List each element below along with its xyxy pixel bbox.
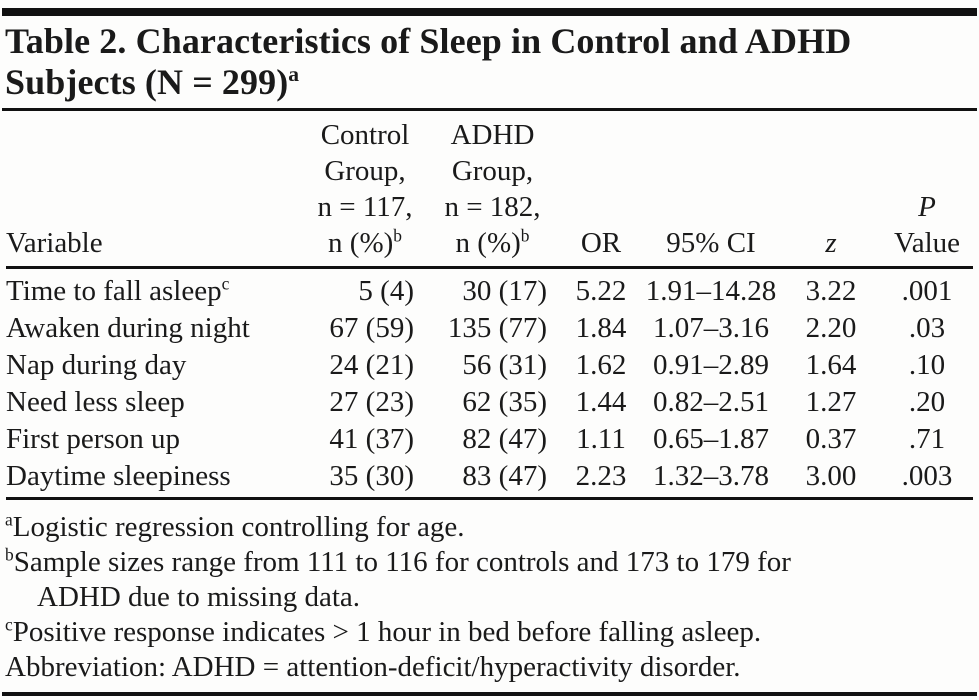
footnote-b: bSample sizes range from 111 to 116 for … (5, 545, 971, 615)
cell-control: 27 (23) (329, 386, 414, 418)
footnote-b-line1: bSample sizes range from 111 to 116 for … (5, 544, 791, 578)
column-header-control-group: Control Group, n = 117, n (%)b (306, 111, 424, 269)
table-body: Time to fall asleepc 5 (4) 30 (17) 5.22 … (6, 268, 973, 499)
cell-control: 35 (30) (329, 460, 414, 492)
cell-or: 1.44 (575, 386, 627, 418)
cell-z: 3.22 (805, 275, 857, 307)
cell-z: 1.64 (805, 349, 857, 381)
footnote-c-marker: c (5, 614, 13, 635)
table-footnotes: aLogistic regression controlling for age… (5, 510, 971, 685)
cell-control: 67 (59) (329, 312, 414, 344)
cell-or: 5.22 (575, 275, 627, 307)
adhd-footnote-marker: b (520, 225, 530, 246)
cell-adhd: 82 (47) (462, 423, 547, 455)
cell-p: .20 (908, 386, 946, 418)
cell-p: .03 (908, 312, 946, 344)
cell-p: .10 (908, 349, 946, 381)
bottom-rule (2, 692, 977, 696)
column-header-ci: 95% CI (641, 111, 781, 269)
table-title-line2: Subjects (N = 299)a (5, 62, 300, 102)
column-header-variable: Variable (6, 111, 306, 269)
cell-z: 1.27 (805, 386, 857, 418)
cell-z: 0.37 (805, 423, 857, 455)
cell-z: 2.20 (805, 312, 857, 344)
cell-or: 2.23 (575, 460, 627, 492)
footnote-b-marker: b (5, 544, 14, 565)
cell-or: 1.62 (575, 349, 627, 381)
cell-variable: Need less sleep (6, 386, 185, 418)
table-row: First person up 41 (37) 82 (47) 1.11 0.6… (6, 421, 973, 458)
cell-variable: Nap during day (6, 349, 187, 381)
column-header-or: OR (561, 111, 641, 269)
table-header: Variable Control Group, n = 117, n (%)b … (6, 111, 973, 269)
cell-control: 5 (4) (358, 275, 414, 307)
cell-adhd: 30 (17) (462, 275, 547, 307)
cell-z: 3.00 (805, 460, 857, 492)
footnote-c: cPositive response indicates > 1 hour in… (5, 614, 762, 648)
cell-p: .71 (908, 423, 946, 455)
column-header-adhd-group: ADHD Group, n = 182, n (%)b (424, 111, 561, 269)
row-footnote-marker: c (221, 273, 230, 294)
cell-ci: 0.91–2.89 (653, 349, 769, 381)
column-header-p-value: P Value (881, 111, 973, 269)
footnote-a-marker: a (5, 509, 13, 530)
table-row: Nap during day 24 (21) 56 (31) 1.62 0.91… (6, 347, 973, 384)
control-footnote-marker: b (393, 225, 402, 246)
rule-under-title (2, 108, 977, 111)
table-row: Time to fall asleepc 5 (4) 30 (17) 5.22 … (6, 268, 973, 311)
cell-ci: 1.91–14.28 (645, 275, 777, 307)
cell-ci: 0.65–1.87 (653, 423, 769, 455)
cell-adhd: 135 (77) (447, 312, 547, 344)
footnote-b-line2: ADHD due to missing data. (37, 581, 360, 613)
cell-p: .001 (901, 275, 953, 307)
cell-ci: 0.82–2.51 (653, 386, 769, 418)
footnote-abbreviation: Abbreviation: ADHD = attention-deficit/h… (5, 651, 741, 683)
column-header-z: z (781, 111, 881, 269)
cell-ci: 1.32–3.78 (653, 460, 769, 492)
cell-adhd: 62 (35) (462, 386, 547, 418)
table-title: Table 2. Characteristics of Sleep in Con… (5, 21, 971, 103)
cell-control: 24 (21) (329, 349, 414, 381)
table-row: Awaken during night 67 (59) 135 (77) 1.8… (6, 310, 973, 347)
sleep-characteristics-table: Variable Control Group, n = 117, n (%)b … (6, 111, 973, 500)
footnote-a: aLogistic regression controlling for age… (5, 509, 465, 543)
cell-ci: 1.07–3.16 (653, 312, 769, 344)
cell-variable: Daytime sleepiness (6, 460, 231, 492)
top-thick-rule (2, 8, 977, 16)
cell-variable: First person up (6, 423, 180, 455)
cell-variable: Awaken during night (6, 312, 250, 344)
cell-p: .003 (901, 460, 953, 492)
cell-adhd: 56 (31) (462, 349, 547, 381)
cell-control: 41 (37) (329, 423, 414, 455)
cell-or: 1.84 (575, 312, 627, 344)
title-footnote-marker: a (288, 62, 300, 86)
table-title-line1: Table 2. Characteristics of Sleep in Con… (5, 21, 852, 61)
table-row: Need less sleep 27 (23) 62 (35) 1.44 0.8… (6, 384, 973, 421)
cell-or: 1.11 (576, 423, 626, 455)
cell-adhd: 83 (47) (462, 460, 547, 492)
table-row: Daytime sleepiness 35 (30) 83 (47) 2.23 … (6, 458, 973, 499)
cell-variable: Time to fall asleepc (6, 273, 230, 307)
